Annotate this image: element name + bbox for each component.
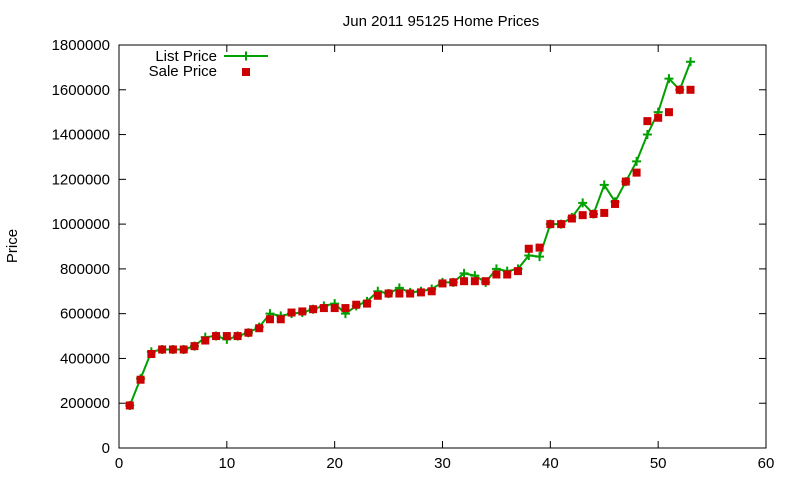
sale-price-point: [600, 208, 609, 217]
list-price-point: [599, 180, 609, 190]
sale-price-point: [654, 113, 663, 122]
sale-price-point: [470, 277, 479, 286]
sale-price-point: [158, 345, 167, 354]
sale-price-point: [449, 278, 458, 287]
sale-price-point: [201, 336, 210, 345]
sale-price-point: [309, 305, 318, 314]
sale-price-point: [190, 342, 199, 351]
y-tick-label: 1200000: [52, 171, 110, 188]
chart-title: Jun 2011 95125 Home Prices: [343, 13, 540, 30]
sale-price-point: [244, 328, 253, 337]
x-tick-label: 30: [434, 455, 451, 472]
sale-price-point: [675, 85, 684, 94]
sale-price-point: [427, 287, 436, 296]
sale-price-point: [578, 211, 587, 220]
sale-price-point: [535, 243, 544, 252]
sale-price-point: [363, 299, 372, 308]
sale-price-point: [319, 304, 328, 313]
sale-price-point: [395, 289, 404, 298]
legend-label-list-price: List Price: [155, 48, 217, 65]
sale-price-point: [557, 220, 566, 229]
sale-price-point: [632, 168, 641, 177]
list-price-point: [632, 156, 642, 166]
x-tick-label: 0: [115, 455, 123, 472]
sale-price-point: [384, 289, 393, 298]
x-tick-label: 60: [758, 455, 775, 472]
sale-price-point: [513, 267, 522, 276]
legend-marker-list-price: [241, 51, 251, 61]
series-layer: [125, 57, 696, 410]
sale-price-point: [503, 270, 512, 279]
list-price-line: [128, 61, 692, 406]
sale-price-point: [416, 288, 425, 297]
sale-price-point: [136, 375, 145, 384]
sale-price-point: [481, 277, 490, 286]
y-tick-label: 1400000: [52, 127, 110, 144]
legend-marker-sale-price: [242, 68, 250, 76]
sale-price-point: [276, 315, 285, 324]
sale-price-point: [233, 332, 242, 341]
sale-price-point: [287, 308, 296, 317]
sale-price-point: [406, 289, 415, 298]
list-price-point: [535, 252, 545, 262]
sale-price-point: [125, 401, 134, 410]
sale-price-point: [524, 244, 533, 253]
sale-price-point: [298, 307, 307, 316]
x-tick-label: 20: [326, 455, 343, 472]
y-axis-label: Price: [4, 229, 21, 263]
list-price-point: [686, 57, 696, 67]
sale-price-point: [643, 117, 652, 126]
list-price-point: [459, 268, 469, 278]
sale-price-point: [168, 345, 177, 354]
y-tick-label: 800000: [60, 261, 110, 278]
sale-price-point: [611, 199, 620, 208]
y-tick-label: 400000: [60, 350, 110, 367]
y-tick-label: 1800000: [52, 37, 110, 54]
sale-price-point: [212, 332, 221, 341]
sale-price-point: [265, 315, 274, 324]
sale-price-point: [147, 349, 156, 358]
sale-price-point: [621, 177, 630, 186]
y-tick-label: 1600000: [52, 82, 110, 99]
sale-price-point: [373, 291, 382, 300]
sale-price-point: [179, 345, 188, 354]
y-tick-label: 600000: [60, 306, 110, 323]
tick-labels: 0 10 20 30 40 50 60 0 200000 400000 600000 800000 10…: [52, 37, 775, 472]
x-tick-label: 10: [218, 455, 235, 472]
legend-label-sale-price: Sale Price: [149, 63, 217, 80]
axis-ticks: [118, 44, 767, 449]
list-price-point: [664, 74, 674, 84]
list-price-point: [642, 130, 652, 140]
sale-price-point: [330, 304, 339, 313]
sale-price-point: [567, 214, 576, 223]
x-tick-label: 40: [542, 455, 559, 472]
sale-price-point: [686, 85, 695, 94]
list-price-point: [578, 198, 588, 208]
sale-price-point: [438, 279, 447, 288]
sale-price-point: [664, 108, 673, 117]
sale-price-point: [492, 270, 501, 279]
sale-price-point: [352, 300, 361, 309]
sale-price-point: [546, 220, 555, 229]
y-tick-label: 200000: [60, 395, 110, 412]
sale-price-point: [460, 277, 469, 286]
sale-price-point: [341, 304, 350, 313]
x-tick-label: 50: [650, 455, 667, 472]
y-tick-label: 0: [102, 440, 110, 457]
sale-price-point: [255, 324, 264, 333]
plot-frame: [118, 44, 767, 449]
sale-price-point: [589, 210, 598, 219]
y-tick-label: 1000000: [52, 216, 110, 233]
sale-price-point: [222, 332, 231, 341]
